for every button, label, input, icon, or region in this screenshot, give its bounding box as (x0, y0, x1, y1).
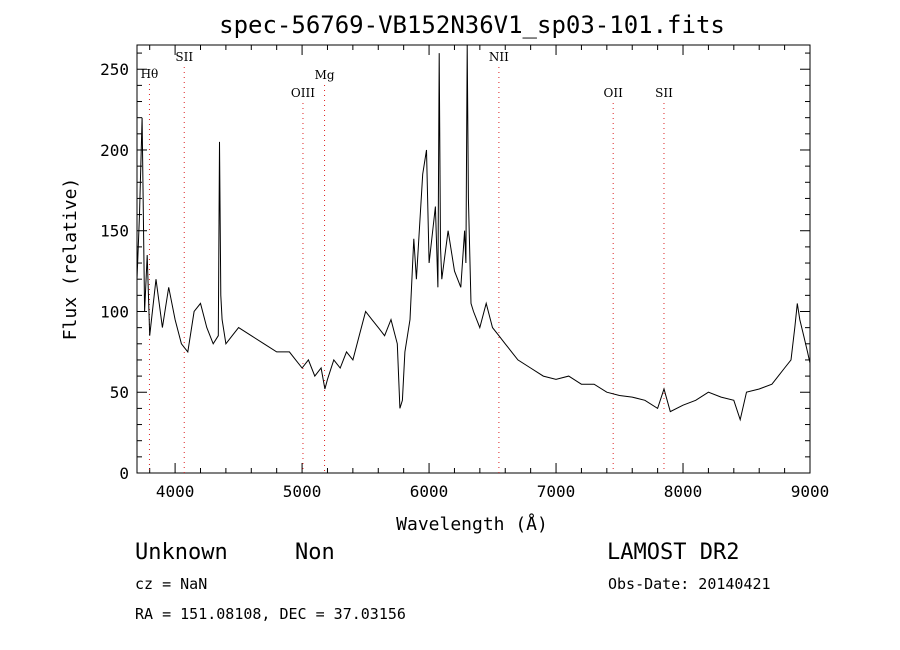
plot-frame (136, 44, 811, 474)
y-tick-label: 50 (110, 383, 129, 402)
y-tick-label: 250 (100, 60, 129, 79)
y-tick-label: 150 (100, 222, 129, 241)
axis-ticks: 4000 5000 6000 7000 8000 9000 0 50 100 150 200 250 (100, 45, 829, 501)
y-axis-label: Flux (relative) (60, 178, 81, 341)
y-tick-label: 200 (100, 141, 129, 160)
subclass-label: Non (295, 540, 335, 565)
x-axis-label: Wavelength (Å) (396, 513, 548, 535)
x-tick-label: 5000 (283, 482, 322, 501)
line-marker-label: OII (604, 86, 624, 100)
line-marker-label: OIII (291, 86, 315, 100)
obs-date: Obs-Date: 20140421 (608, 575, 771, 593)
footer-info: Unknown Non LAMOST DR2 cz = NaN Obs-Date… (135, 540, 771, 623)
x-tick-label: 8000 (664, 482, 703, 501)
y-axis-label-group: Flux (relative) (60, 178, 81, 341)
y-tick-label: 100 (100, 302, 129, 321)
spectrum-series (136, 44, 811, 422)
line-marker-label: SII (655, 86, 673, 100)
x-tick-label: 9000 (791, 482, 830, 501)
line-marker-label: NII (489, 50, 509, 64)
spectrum-line (136, 44, 811, 422)
y-tick-label: 0 (119, 464, 129, 483)
cz-value: cz = NaN (135, 575, 207, 593)
line-marker-label: Mg (315, 68, 335, 82)
x-tick-label: 4000 (156, 482, 195, 501)
survey-label: LAMOST DR2 (607, 540, 739, 565)
chart-title: spec-56769-VB152N36V1_sp03-101.fits (219, 11, 725, 39)
x-tick-label: 7000 (537, 482, 576, 501)
x-tick-label: 6000 (410, 482, 449, 501)
line-marker-label: Hθ (141, 67, 159, 81)
coordinates: RA = 151.08108, DEC = 37.03156 (135, 605, 406, 623)
line-marker-label: SII (175, 50, 193, 64)
class-label: Unknown (135, 540, 228, 565)
